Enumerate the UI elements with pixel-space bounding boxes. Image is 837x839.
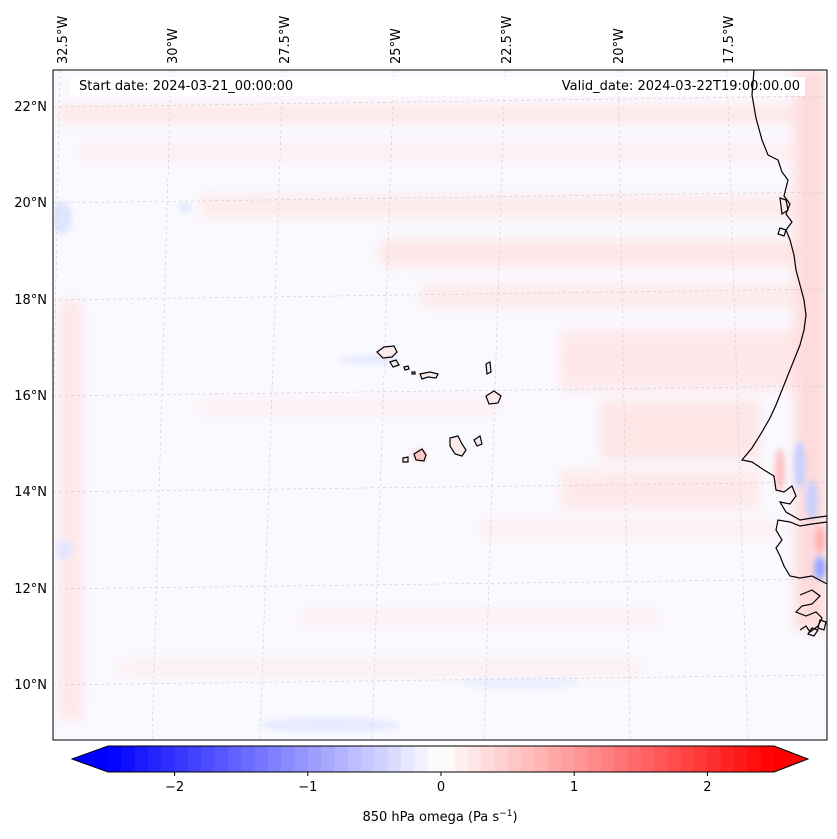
colorbar-label: 850 hPa omega (Pa s−1) bbox=[362, 809, 517, 825]
header-strip bbox=[70, 77, 805, 96]
colorbar-segment bbox=[334, 746, 349, 772]
lon-label-17-5w: 17.5°W bbox=[722, 16, 737, 64]
colorbar-segment bbox=[267, 746, 282, 772]
colorbar-segment bbox=[734, 746, 748, 772]
colorbar-segment bbox=[294, 746, 309, 772]
colorbar-tick-label: 2 bbox=[703, 780, 711, 795]
colorbar-segment bbox=[321, 746, 336, 772]
lon-label-25w: 25°W bbox=[389, 28, 404, 64]
colorbar-segment bbox=[480, 746, 495, 772]
colorbar-segment bbox=[201, 746, 216, 772]
colorbar-segment bbox=[587, 746, 602, 772]
colorbar-segment bbox=[307, 746, 322, 772]
colorbar-segment bbox=[640, 746, 655, 772]
colorbar-segment bbox=[760, 746, 775, 772]
colorbar-segment bbox=[574, 746, 589, 772]
colorbar-segment bbox=[600, 746, 615, 772]
colorbar-segment bbox=[281, 746, 296, 772]
coastline bbox=[740, 70, 827, 637]
colorbar-segment bbox=[254, 746, 269, 772]
colorbar-segment bbox=[414, 746, 429, 772]
colorbar-segment bbox=[454, 746, 469, 772]
gridlines bbox=[53, 70, 827, 740]
colorbar-segment bbox=[241, 746, 256, 772]
lon-label-32-5w: 32.5°W bbox=[56, 16, 71, 64]
colorbar-segment bbox=[401, 746, 415, 772]
colorbar-ticks: −2 −1 0 1 2 bbox=[165, 772, 712, 795]
colorbar-segment bbox=[534, 746, 549, 772]
colorbar-segment bbox=[121, 746, 136, 772]
map-frame bbox=[52, 69, 828, 741]
valid-date-label: Valid_date: 2024-03-22T19:00:00.00 bbox=[562, 79, 800, 94]
colorbar-extend-low bbox=[72, 746, 108, 772]
start-date-label: Start date: 2024-03-21_00:00:00 bbox=[79, 79, 293, 94]
colorbar-segment bbox=[667, 746, 682, 772]
colorbar-segment bbox=[720, 746, 735, 772]
cape-verde-islands bbox=[376, 345, 502, 463]
lat-label-10n: 10°N bbox=[14, 678, 47, 693]
colorbar-segment bbox=[174, 746, 189, 772]
colorbar-segment bbox=[441, 746, 455, 772]
colorbar-segment bbox=[494, 746, 509, 772]
map-panel bbox=[53, 70, 827, 740]
colorbar-segment bbox=[520, 746, 535, 772]
lat-label-22n: 22°N bbox=[14, 100, 47, 115]
colorbar-segment bbox=[134, 746, 149, 772]
colorbar-segment bbox=[347, 746, 362, 772]
lon-label-27-5w: 27.5°W bbox=[278, 16, 293, 64]
colorbar-segment bbox=[627, 746, 642, 772]
colorbar-segment bbox=[214, 746, 229, 772]
lat-label-12n: 12°N bbox=[14, 582, 47, 597]
lat-label-20n: 20°N bbox=[14, 196, 47, 211]
omega-field bbox=[53, 70, 827, 733]
colorbar-segment bbox=[707, 746, 722, 772]
colorbar-extend-high bbox=[774, 746, 808, 772]
longitude-labels: 32.5°W 30°W 27.5°W 25°W 22.5°W 20°W 17.5… bbox=[56, 16, 737, 64]
colorbar-segment bbox=[560, 746, 575, 772]
colorbar-outline bbox=[70, 745, 810, 773]
colorbar-segment bbox=[187, 746, 202, 772]
colorbar-segment bbox=[614, 746, 629, 772]
lat-label-14n: 14°N bbox=[14, 485, 47, 500]
colorbar-segment bbox=[680, 746, 695, 772]
lon-label-30w: 30°W bbox=[166, 28, 181, 64]
colorbar-segment bbox=[547, 746, 562, 772]
colorbar-segment bbox=[427, 746, 442, 772]
colorbar-segment bbox=[467, 746, 482, 772]
colorbar-segment bbox=[507, 746, 522, 772]
colorbar-tick-label: −1 bbox=[298, 780, 317, 795]
lat-label-16n: 16°N bbox=[14, 389, 47, 404]
colorbar-segment bbox=[108, 746, 122, 772]
colorbar-segment bbox=[161, 746, 176, 772]
colorbar-tick-label: 1 bbox=[570, 780, 578, 795]
lon-label-22-5w: 22.5°W bbox=[500, 16, 515, 64]
colorbar-segment bbox=[361, 746, 375, 772]
colorbar-segment bbox=[694, 746, 708, 772]
colorbar: −2 −1 0 1 2 850 hPa omega (Pa s−1) bbox=[70, 745, 810, 825]
colorbar-segments bbox=[72, 746, 808, 772]
latitude-labels: 22°N 20°N 18°N 16°N 14°N 12°N 10°N bbox=[14, 100, 47, 693]
lon-label-20w: 20°W bbox=[612, 28, 627, 64]
colorbar-segment bbox=[654, 746, 669, 772]
colorbar-tick-label: −2 bbox=[165, 780, 184, 795]
colorbar-segment bbox=[374, 746, 389, 772]
colorbar-segment bbox=[147, 746, 162, 772]
colorbar-tick-label: 0 bbox=[437, 780, 445, 795]
lat-label-18n: 18°N bbox=[14, 293, 47, 308]
colorbar-segment bbox=[227, 746, 242, 772]
colorbar-segment bbox=[387, 746, 402, 772]
colorbar-segment bbox=[747, 746, 762, 772]
